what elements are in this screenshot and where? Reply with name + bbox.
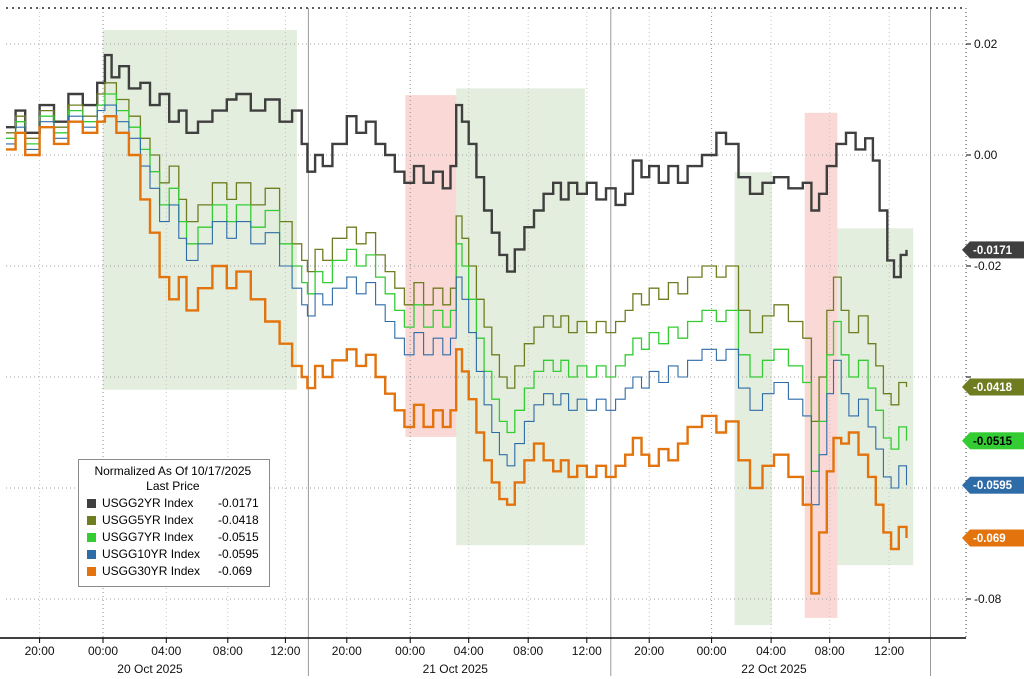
series-line-usgg5yr xyxy=(6,82,908,423)
x-tick-label: 08:00 xyxy=(513,644,543,658)
legend-box: Normalized As Of 10/17/2025 Last Price U… xyxy=(78,459,270,587)
legend-rows: USGG2YR Index -0.0171 USGG5YR Index -0.0418… xyxy=(87,496,259,579)
price-badge-label-usgg7yr: -0.0515 xyxy=(973,436,1013,448)
x-tick-label: 12:00 xyxy=(572,644,602,658)
x-tick-label: 04:00 xyxy=(756,644,786,658)
price-badge-usgg2yr xyxy=(970,241,1024,259)
legend-subtitle: Last Price xyxy=(146,479,200,493)
x-tick-label: 04:00 xyxy=(151,644,181,658)
legend-swatch-usgg10yr xyxy=(87,550,96,559)
legend-series-value-usgg2yr: -0.0171 xyxy=(218,496,259,510)
price-badge-arrow-usgg7yr xyxy=(962,432,970,450)
x-tick-label: 12:00 xyxy=(270,644,300,658)
x-tick-label: 08:00 xyxy=(815,644,845,658)
x-tick-label: 00:00 xyxy=(395,644,425,658)
x-tick-label: 04:00 xyxy=(454,644,484,658)
legend-row-usgg7yr: USGG7YR Index -0.0515 xyxy=(87,530,259,545)
price-badge-label-usgg10yr: -0.0595 xyxy=(973,480,1013,492)
legend-series-value-usgg10yr: -0.0595 xyxy=(218,547,259,561)
legend-row-usgg2yr: USGG2YR Index -0.0171 xyxy=(87,496,259,511)
session-band-4 xyxy=(734,172,773,626)
x-tick-label: 20:00 xyxy=(25,644,55,658)
price-badge-arrow-usgg10yr xyxy=(962,476,970,494)
legend-row-usgg10yr: USGG10YR Index -0.0595 xyxy=(87,547,259,562)
legend-series-name-usgg30yr: USGG30YR Index xyxy=(102,564,201,578)
legend-series-name-usgg2yr: USGG2YR Index xyxy=(102,496,194,510)
legend-row-usgg30yr: USGG30YR Index -0.069 xyxy=(87,564,259,579)
x-tick-label: 08:00 xyxy=(213,644,243,658)
x-day-label: 20 Oct 2025 xyxy=(117,662,183,676)
x-tick-label: 00:00 xyxy=(697,644,727,658)
price-badge-arrow-usgg5yr xyxy=(962,378,970,396)
x-day-label: 22 Oct 2025 xyxy=(741,662,807,676)
series-line-usgg7yr xyxy=(6,93,908,472)
price-badge-label-usgg30yr: -0.069 xyxy=(973,533,1006,545)
session-band-3 xyxy=(456,88,585,546)
x-tick-label: 20:00 xyxy=(332,644,362,658)
price-badge-label-usgg5yr: -0.0418 xyxy=(973,382,1013,394)
series-line-usgg30yr xyxy=(6,115,908,595)
series-line-usgg10yr xyxy=(6,104,908,506)
legend-series-value-usgg30yr: -0.069 xyxy=(218,564,253,578)
x-tick-label: 00:00 xyxy=(88,644,118,658)
price-badge-usgg30yr xyxy=(970,529,1024,547)
legend-series-name-usgg10yr: USGG10YR Index xyxy=(102,547,201,561)
y-tick-label: -0.02 xyxy=(974,259,1002,273)
session-band-5 xyxy=(804,112,838,618)
legend-title: Normalized As Of 10/17/2025 xyxy=(94,464,252,478)
legend-swatch-usgg7yr xyxy=(87,533,96,542)
legend-series-name-usgg7yr: USGG7YR Index xyxy=(102,530,194,544)
legend-series-name-usgg5yr: USGG5YR Index xyxy=(102,513,194,527)
legend-series-value-usgg5yr: -0.0418 xyxy=(218,513,259,527)
y-tick-label: 0.02 xyxy=(974,37,998,51)
y-tick-label: -0.08 xyxy=(974,592,1002,606)
series-line-usgg2yr xyxy=(6,53,908,279)
x-day-label: 21 Oct 2025 xyxy=(423,662,489,676)
price-badge-usgg7yr xyxy=(970,432,1024,450)
legend-swatch-usgg30yr xyxy=(87,567,96,576)
price-badge-label-usgg2yr: -0.0171 xyxy=(973,245,1013,257)
legend-swatch-usgg2yr xyxy=(87,499,96,508)
x-tick-label: 12:00 xyxy=(874,644,904,658)
legend-row-usgg5yr: USGG5YR Index -0.0418 xyxy=(87,513,259,528)
price-badge-arrow-usgg2yr xyxy=(962,241,970,259)
price-badge-usgg5yr xyxy=(970,378,1024,396)
x-tick-label: 20:00 xyxy=(634,644,664,658)
price-badge-usgg10yr xyxy=(970,476,1024,494)
legend-series-value-usgg7yr: -0.0515 xyxy=(218,530,259,544)
legend-swatch-usgg5yr xyxy=(87,516,96,525)
y-tick-label: 0.00 xyxy=(974,148,998,162)
price-badge-arrow-usgg30yr xyxy=(962,529,970,547)
